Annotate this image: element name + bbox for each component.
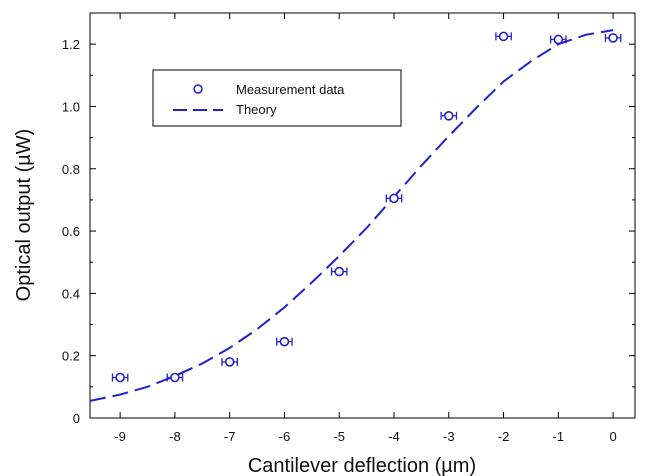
point-marker (170, 372, 180, 383)
x-tick-label: -9 (114, 429, 126, 444)
data-point (604, 33, 622, 43)
legend-marker-measurement (193, 84, 203, 94)
y-tick-label: 0.6 (62, 224, 80, 239)
y-tick-label: 0.8 (62, 162, 80, 177)
theory-series (89, 29, 614, 402)
plot-frame (89, 12, 636, 419)
y-tick-label: 0 (73, 411, 80, 426)
point-marker (224, 357, 235, 367)
ticks: -9 -8 -7 -6 -5 -4 -3 -2 -1 0 0 0.2 0.4 0.6 0.8 1.0 1.2 (62, 13, 635, 444)
data-point (549, 34, 567, 45)
data-point (276, 336, 293, 347)
measurement-series (111, 31, 622, 383)
x-tick-label: -5 (333, 429, 345, 444)
legend-box (152, 69, 402, 127)
point-marker (498, 31, 509, 42)
x-tick-label: -8 (169, 429, 181, 444)
legend-label-theory: Theory (236, 102, 277, 117)
data-point (440, 111, 458, 121)
y-tick-label: 1.2 (62, 37, 80, 52)
legend: Measurement data Theory (152, 69, 402, 127)
point-marker (115, 372, 125, 383)
legend-label-measurement: Measurement data (236, 82, 345, 97)
point-marker (443, 111, 454, 121)
data-point (330, 266, 348, 277)
y-tick-label: 0.4 (62, 286, 80, 301)
x-tick-label: -6 (279, 429, 291, 444)
x-tick-label: -3 (443, 429, 455, 444)
point-marker (334, 266, 345, 277)
point-marker (553, 34, 564, 45)
data-point (111, 372, 129, 383)
x-tick-label: -2 (498, 429, 510, 444)
data-point (385, 193, 403, 204)
x-tick-label: -7 (224, 429, 236, 444)
y-tick-label: 1.0 (62, 99, 80, 114)
x-tick-label: -4 (388, 429, 400, 444)
y-tick-label: 0.2 (62, 349, 80, 364)
point-marker (608, 33, 618, 43)
data-point (495, 31, 512, 42)
y-axis-title: Optical output (µW) (13, 129, 35, 302)
data-point (221, 357, 238, 367)
point-marker (389, 193, 399, 204)
data-point (166, 372, 184, 383)
point-marker (279, 336, 290, 347)
x-tick-label: -1 (553, 429, 565, 444)
theory-line (89, 29, 614, 402)
x-axis-title: Cantilever deflection (µm) (248, 455, 476, 476)
x-tick-label: 0 (609, 429, 616, 444)
